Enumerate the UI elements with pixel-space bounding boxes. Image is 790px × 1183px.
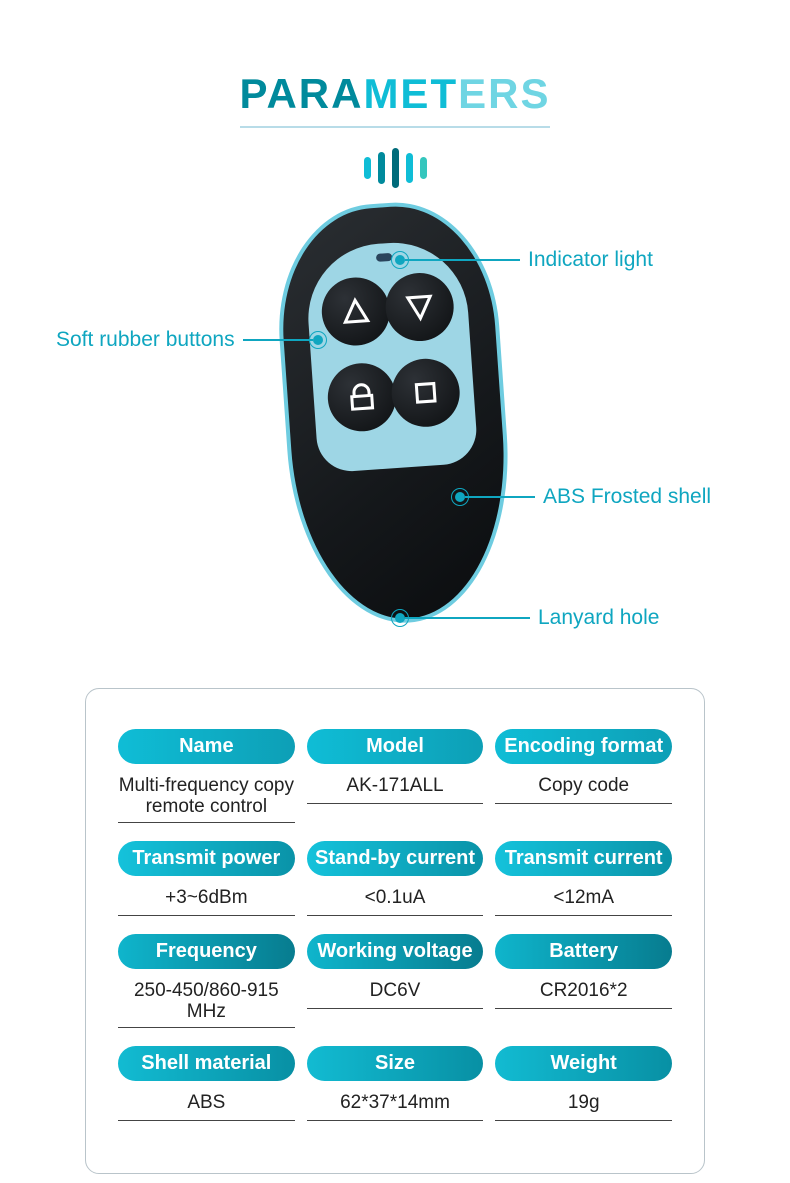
spec-label: Weight [495,1046,672,1081]
spec-cell: Stand-by current <0.1uA [307,841,484,916]
callout-shell-label: ABS Frosted shell [543,485,711,509]
spec-value: ABS [118,1087,295,1121]
spec-card: NameMulti-frequency copy remote controlM… [85,688,705,1174]
spec-label: Stand-by current [307,841,484,876]
callout-lanyard-label: Lanyard hole [538,606,659,630]
spec-row: Transmit power +3~6dBm Stand-by current <0.… [118,841,672,916]
callout-buttons: Soft rubber buttons [56,328,323,352]
equalizer-icon [0,148,790,188]
spec-value: DC6V [307,975,484,1009]
spec-cell: Weight 19g [495,1046,672,1121]
spec-value: Copy code [495,770,672,804]
spec-value: Multi-frequency copy remote control [118,770,295,823]
spec-cell: Transmit power +3~6dBm [118,841,295,916]
spec-label: Transmit current [495,841,672,876]
spec-value: <0.1uA [307,882,484,916]
spec-value: AK-171ALL [307,770,484,804]
spec-cell: Frequency 250-450/860-915 MHz [118,934,295,1028]
callout-lanyard: Lanyard hole [395,606,659,630]
spec-value: +3~6dBm [118,882,295,916]
title-part-2: MET [363,70,458,117]
page-title: PARAMETERS [240,70,551,128]
spec-value: 19g [495,1087,672,1121]
spec-label: Transmit power [118,841,295,876]
title-part-3: ERS [458,70,550,117]
spec-label: Name [118,729,295,764]
remote-button-stop [389,357,462,430]
spec-cell: Transmit current <12mA [495,841,672,916]
spec-label: Frequency [118,934,295,969]
spec-value: <12mA [495,882,672,916]
spec-label: Encoding format [495,729,672,764]
spec-cell: Name Multi-frequency copy remote control [118,729,295,823]
callout-shell: ABS Frosted shell [455,485,711,509]
led-indicator-icon [376,253,393,262]
remote-button-up [320,275,393,348]
callout-indicator: Indicator light [395,248,653,272]
header: PARAMETERS [0,0,790,188]
remote-button-lock [326,361,399,434]
spec-value: 250-450/860-915 MHz [118,975,295,1028]
spec-cell: Working voltage DC6V [307,934,484,1028]
callout-buttons-label: Soft rubber buttons [56,328,235,352]
spec-label: Working voltage [307,934,484,969]
spec-cell: Model AK-171ALL [307,729,484,823]
product-diagram: Indicator light Soft rubber buttons ABS … [0,198,790,658]
spec-row: Frequency250-450/860-915 MHzWorking volt… [118,934,672,1028]
spec-label: Battery [495,934,672,969]
title-part-1: PARA [240,70,364,117]
spec-cell: Battery CR2016*2 [495,934,672,1028]
spec-row: Shell material ABS Size 62*37*14mm Weight 19g [118,1046,672,1121]
remote-button-down [383,271,456,344]
spec-cell: Encoding format Copy code [495,729,672,823]
callout-indicator-label: Indicator light [528,248,653,272]
spec-cell: Shell material ABS [118,1046,295,1121]
spec-row: NameMulti-frequency copy remote controlM… [118,729,672,823]
spec-label: Model [307,729,484,764]
spec-value: CR2016*2 [495,975,672,1009]
spec-label: Size [307,1046,484,1081]
spec-cell: Size 62*37*14mm [307,1046,484,1121]
spec-value: 62*37*14mm [307,1087,484,1121]
spec-label: Shell material [118,1046,295,1081]
